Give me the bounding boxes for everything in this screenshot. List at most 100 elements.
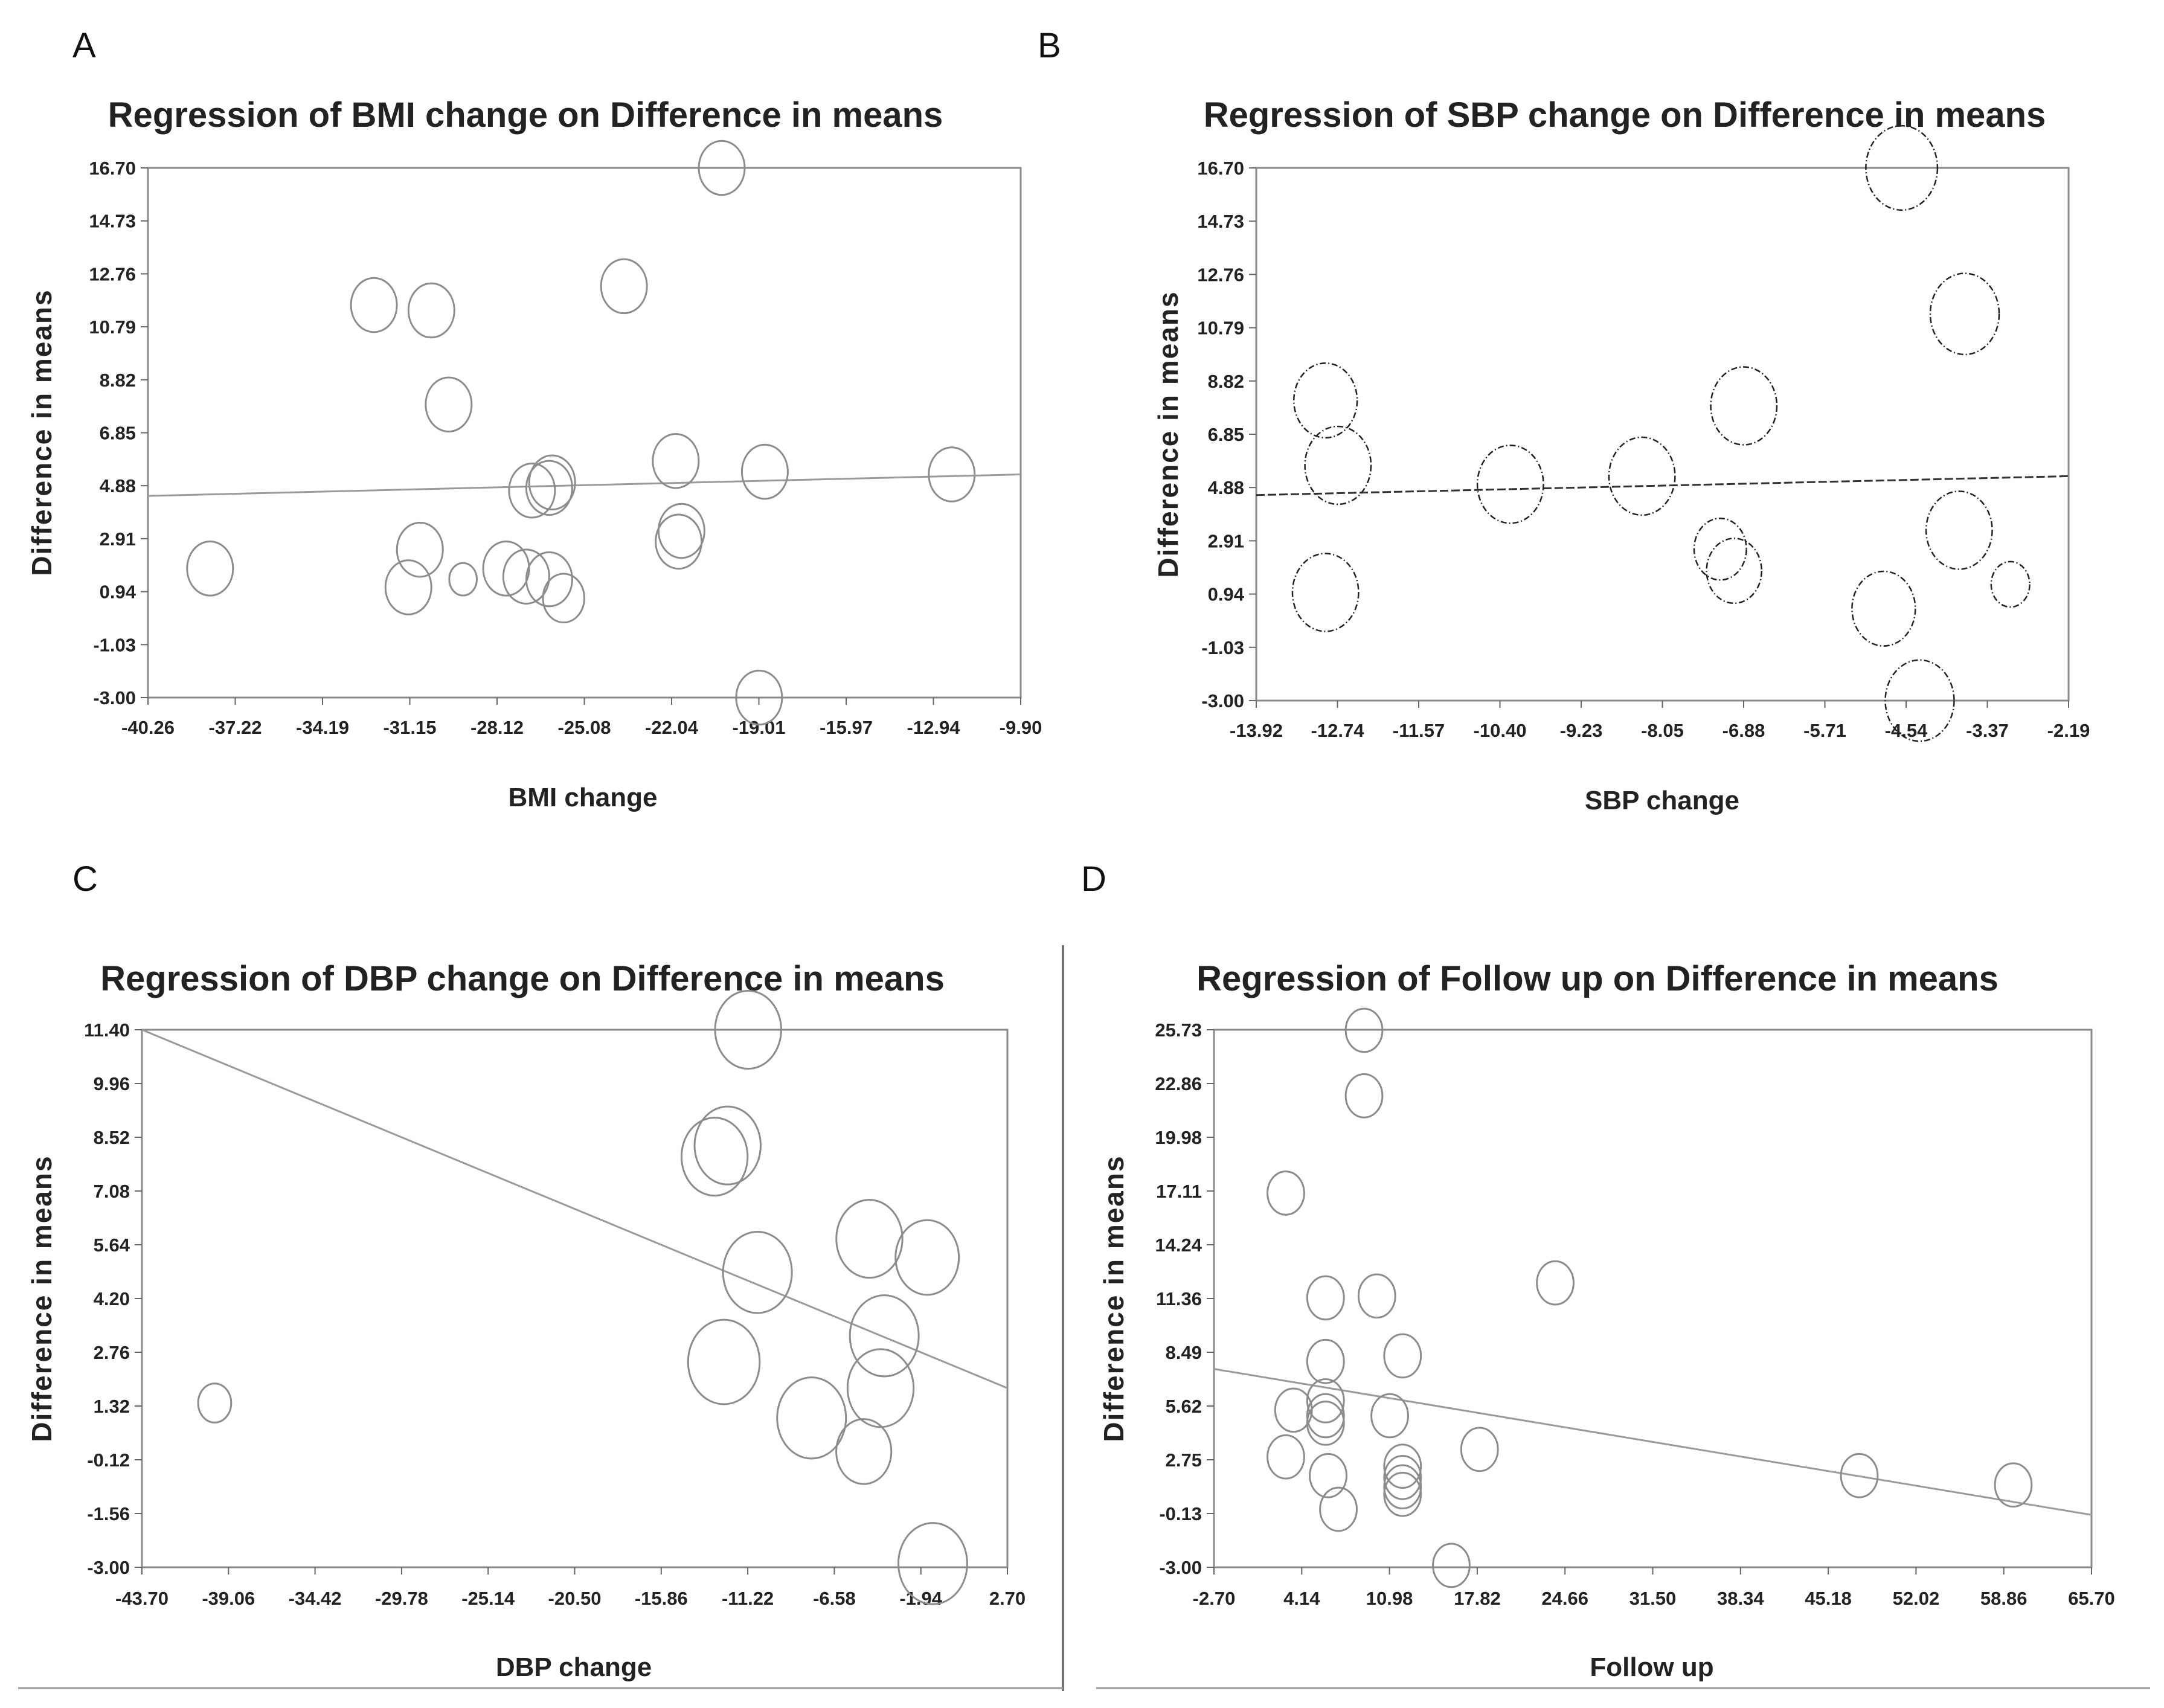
- y-tick-label: 6.85: [1208, 424, 1244, 445]
- x-axis-label: DBP change: [496, 1652, 652, 1682]
- y-tick-label: 8.49: [1166, 1342, 1202, 1363]
- y-tick-label: 8.82: [1208, 371, 1244, 392]
- study-bubble: [1267, 1170, 1305, 1216]
- chart-title: Regression of SBP change on Difference i…: [1204, 95, 2046, 135]
- y-tick-label: 0.94: [1208, 584, 1245, 605]
- y-tick-label: 4.88: [1208, 477, 1244, 498]
- x-tick-label: -25.14: [461, 1588, 515, 1609]
- study-bubble: [1306, 1401, 1345, 1446]
- y-axis-label: Difference in means: [1152, 291, 1184, 577]
- chart-title: Regression of DBP change on Difference i…: [100, 959, 945, 998]
- y-axis-label: Difference in means: [1098, 1155, 1129, 1442]
- x-tick-label: 17.82: [1454, 1588, 1501, 1609]
- x-tick-label: -19.01: [733, 717, 786, 738]
- study-bubble: [350, 277, 398, 333]
- x-axis-label: SBP change: [1585, 786, 1739, 815]
- study-bubble: [1536, 1260, 1575, 1306]
- study-bubble: [396, 521, 444, 578]
- x-tick-label: -1.94: [899, 1588, 942, 1609]
- study-bubble: [655, 513, 703, 570]
- study-bubble: [1291, 553, 1360, 632]
- x-tick-label: -10.40: [1474, 720, 1527, 741]
- study-bubble: [1370, 1393, 1409, 1439]
- x-tick-label: -43.70: [115, 1588, 169, 1609]
- study-bubble: [600, 258, 648, 315]
- x-tick-label: -40.26: [121, 717, 175, 738]
- x-tick-label: -15.97: [820, 717, 873, 738]
- y-tick-label: 4.20: [94, 1288, 130, 1309]
- y-tick-label: 17.11: [1156, 1181, 1202, 1202]
- x-tick-label: 24.66: [1541, 1588, 1588, 1609]
- study-bubble: [1460, 1427, 1499, 1472]
- y-tick-label: 14.24: [1155, 1234, 1202, 1256]
- y-tick-label: 10.79: [1197, 318, 1244, 339]
- y-tick-label: 19.98: [1155, 1127, 1202, 1148]
- x-tick-label: -25.08: [558, 717, 611, 738]
- study-bubble: [1925, 490, 1993, 570]
- study-bubble: [1851, 570, 1916, 647]
- study-bubble: [687, 1318, 761, 1405]
- chart-panel-c: C Regression of DBP change on Difference …: [26, 859, 1026, 1682]
- study-bubble: [1994, 1462, 2033, 1508]
- x-tick-label: 58.86: [1980, 1588, 2028, 1609]
- study-bubble: [1309, 1453, 1347, 1498]
- x-axis-label: BMI change: [509, 783, 658, 812]
- y-tick-label: 2.91: [1208, 530, 1244, 551]
- y-tick-label: -3.00: [1201, 690, 1244, 711]
- study-bubble: [1710, 366, 1778, 446]
- y-tick-label: 16.70: [1197, 158, 1244, 179]
- study-bubble: [714, 989, 782, 1070]
- chart-title: Regression of BMI change on Difference i…: [108, 95, 943, 135]
- x-tick-label: -31.15: [384, 717, 437, 738]
- study-bubble: [1840, 1453, 1879, 1498]
- study-bubble: [835, 1418, 893, 1485]
- y-tick-label: -3.00: [1159, 1557, 1202, 1578]
- y-tick-label: 10.79: [89, 316, 136, 338]
- x-tick-label: -37.22: [209, 717, 262, 738]
- study-bubble: [1304, 425, 1372, 506]
- study-bubble: [722, 1231, 793, 1314]
- y-tick-label: 8.52: [94, 1127, 130, 1148]
- regression-line: [1213, 1368, 2092, 1516]
- x-tick-label: -39.06: [202, 1588, 255, 1609]
- y-tick-label: 14.73: [1197, 211, 1244, 232]
- study-bubble: [384, 559, 432, 615]
- study-bubble: [928, 446, 976, 502]
- study-bubble: [1865, 124, 1939, 211]
- y-tick-label: 14.73: [89, 211, 136, 232]
- y-tick-label: 8.82: [100, 370, 136, 391]
- study-bubble: [1383, 1333, 1422, 1379]
- x-tick-label: -5.71: [1803, 720, 1846, 741]
- study-bubble: [693, 1105, 762, 1186]
- x-tick-label: -34.42: [289, 1588, 342, 1609]
- study-bubble: [1706, 538, 1763, 605]
- study-bubble: [897, 1522, 968, 1605]
- x-tick-label: -28.12: [470, 717, 524, 738]
- y-tick-label: 16.70: [89, 158, 136, 179]
- study-bubble: [525, 551, 573, 608]
- y-tick-label: 9.96: [94, 1073, 130, 1094]
- study-bubble: [1608, 436, 1676, 516]
- x-tick-label: -22.04: [645, 717, 699, 738]
- study-bubble: [1383, 1443, 1422, 1489]
- regression-line: [141, 1029, 1008, 1389]
- x-tick-label: -15.86: [635, 1588, 688, 1609]
- regression-line: [147, 474, 1021, 497]
- study-bubble: [894, 1219, 960, 1296]
- study-bubble: [1929, 272, 2000, 356]
- y-tick-label: 25.73: [1155, 1019, 1202, 1041]
- x-tick-label: -3.37: [1966, 720, 2009, 741]
- y-tick-label: -1.03: [93, 634, 136, 655]
- x-tick-label: -6.88: [1723, 720, 1765, 741]
- x-tick-label: -2.19: [2047, 720, 2090, 741]
- study-bubble: [197, 1382, 233, 1424]
- study-bubble: [1476, 445, 1544, 524]
- study-bubble: [776, 1376, 847, 1460]
- y-tick-label: 22.86: [1155, 1073, 1202, 1094]
- study-bubble: [1693, 517, 1747, 581]
- study-bubble: [508, 462, 556, 519]
- study-bubble: [1383, 1464, 1422, 1510]
- y-tick-label: -1.56: [87, 1503, 130, 1524]
- y-tick-label: 5.62: [1166, 1396, 1202, 1417]
- x-tick-label: -6.58: [813, 1588, 856, 1609]
